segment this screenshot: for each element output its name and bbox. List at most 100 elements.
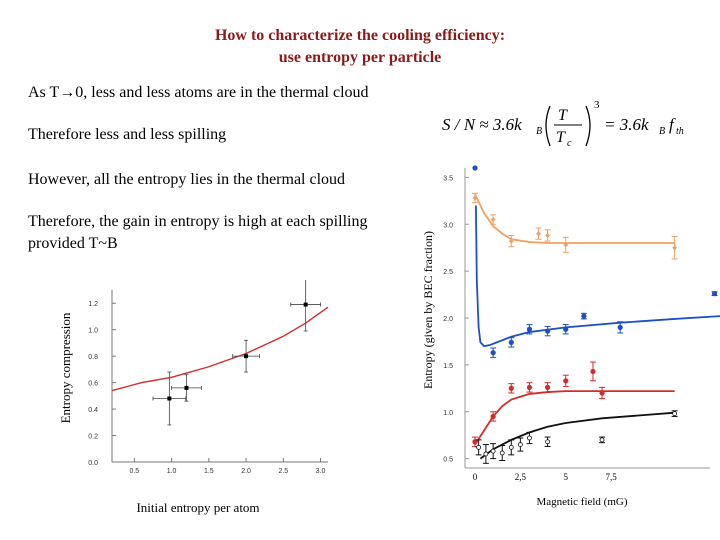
right-marker	[476, 444, 482, 450]
formula-right-paren	[585, 105, 591, 147]
right-marker	[563, 378, 569, 384]
right-data-point-orange	[490, 214, 497, 225]
formula-rhs-f: f	[669, 115, 676, 134]
right-data-point-orange	[535, 227, 542, 240]
entropy-vs-field-chart: 0.5 1.0 1.5 2.0 2.5 3.0 3.5 0 2,5 5 7,5 Magnetic fi…	[421, 165, 720, 508]
right-data-point-blue	[472, 165, 478, 171]
right-data-point-black	[671, 410, 678, 417]
right-data-point-black	[508, 439, 515, 456]
left-x-tick-label: 1.5	[204, 468, 214, 475]
right-marker	[483, 451, 489, 457]
right-y-tick-label: 3.0	[443, 222, 453, 229]
right-y-tick-label: 1.5	[443, 363, 453, 370]
right-data-point-black	[517, 437, 524, 452]
bullet-3: However, all the entropy lies in the the…	[28, 171, 346, 188]
right-y-tick-label: 3.5	[443, 175, 453, 182]
left-x-tick-label: 3.0	[316, 468, 326, 475]
formula-rhs-th: th	[676, 126, 684, 137]
formula-left-paren	[545, 105, 551, 147]
right-marker	[563, 242, 569, 248]
right-data-point-blue	[490, 347, 497, 358]
formula-sub-c: c	[567, 138, 572, 149]
right-x-axis-label: Magnetic field (mG)	[536, 496, 627, 508]
right-data-point-black	[544, 436, 551, 447]
left-y-tick-label: 0.4	[88, 407, 98, 414]
left-data-point	[152, 371, 187, 426]
left-data-point	[290, 280, 321, 332]
right-marker	[536, 231, 542, 237]
bullet-2: Therefore less and less spilling	[28, 126, 227, 143]
slide-title-line-2: use entropy per particle	[278, 49, 442, 66]
right-data-point-black	[499, 445, 506, 461]
left-x-tick-label: 1.0	[167, 468, 177, 475]
right-data-point-blue	[508, 337, 515, 348]
right-y-tick-label: 2.0	[443, 316, 453, 323]
left-marker	[303, 302, 308, 307]
right-data-point-red	[544, 382, 551, 393]
left-y-tick-label: 1.0	[88, 328, 98, 335]
right-marker	[508, 238, 514, 244]
right-data-point-blue	[580, 312, 587, 320]
right-fit-curve-blue	[475, 205, 720, 348]
right-data-point-blue	[711, 291, 718, 297]
formula-rhs: = 3.6k	[604, 115, 649, 134]
left-marker	[167, 396, 172, 401]
right-marker	[526, 326, 533, 332]
right-data-point-red	[490, 411, 497, 422]
right-marker	[544, 384, 551, 390]
right-data-point-blue	[562, 324, 569, 335]
bullet-4: Therefore, the gain in entropy is high a…	[28, 213, 368, 230]
right-y-tick-label: 0.5	[443, 457, 453, 464]
right-data-point-black	[482, 444, 489, 464]
left-y-tick-label: 0.2	[88, 434, 98, 441]
left-data-point	[171, 374, 202, 402]
right-marker	[490, 448, 496, 454]
right-data-point-orange	[544, 229, 551, 242]
right-data-point-orange	[472, 192, 478, 204]
right-fit-curve-black	[479, 411, 675, 460]
entropy-compression-chart: 0.0 0.2 0.4 0.6 0.8 1.0 1.2 0.5 1.0 1.5 2.0 2.5 3.0 I…	[58, 280, 329, 515]
left-x-tick-label: 2.0	[241, 468, 251, 475]
right-marker	[563, 326, 569, 332]
right-marker	[490, 217, 496, 223]
left-marker	[184, 385, 189, 390]
right-data-point-black	[526, 431, 533, 445]
left-y-axis-label: Entropy compression	[58, 312, 73, 423]
right-fit-curve-red	[474, 390, 675, 446]
right-marker	[581, 313, 587, 319]
right-marker	[472, 165, 478, 171]
left-x-tick-label: 0.5	[129, 468, 139, 475]
right-y-tick-label: 1.0	[443, 410, 453, 417]
right-data-point-red	[562, 374, 569, 387]
left-fit-curve	[111, 306, 329, 392]
right-x-tick-label: 2,5	[515, 472, 527, 482]
left-y-tick-label: 1.2	[88, 301, 98, 308]
formula-frac-num: T	[558, 107, 568, 124]
right-y-axis-label: Entropy (given by BEC fraction)	[421, 231, 435, 389]
right-data-point-black	[475, 439, 482, 456]
left-x-axis-label: Initial entropy per atom	[136, 500, 259, 515]
formula-rhs-sub-b: B	[659, 126, 665, 137]
right-marker	[499, 450, 505, 456]
right-marker	[544, 328, 551, 334]
left-y-tick-label: 0.0	[88, 460, 98, 467]
right-x-tick-label: 7,5	[605, 472, 617, 482]
right-marker	[672, 245, 678, 251]
right-marker	[599, 390, 605, 396]
right-marker	[590, 368, 596, 375]
right-marker	[517, 442, 523, 447]
left-x-tick-label: 2.5	[278, 468, 288, 475]
slide-title-line-1: How to characterize the cooling efficien…	[214, 27, 506, 44]
right-x-tick-label: 0	[473, 472, 478, 482]
right-marker	[472, 439, 478, 445]
right-fit-curve-orange	[474, 193, 675, 244]
bullet-1: As T→0, less and less atoms are in the t…	[28, 84, 369, 101]
right-marker	[617, 324, 623, 330]
right-data-point-blue	[617, 321, 624, 334]
right-data-point-red	[508, 383, 515, 394]
right-marker	[711, 291, 718, 297]
right-marker	[599, 437, 605, 443]
bullet-5: provided T~B	[28, 235, 118, 252]
right-data-point-red	[599, 386, 606, 400]
right-marker	[490, 413, 496, 420]
